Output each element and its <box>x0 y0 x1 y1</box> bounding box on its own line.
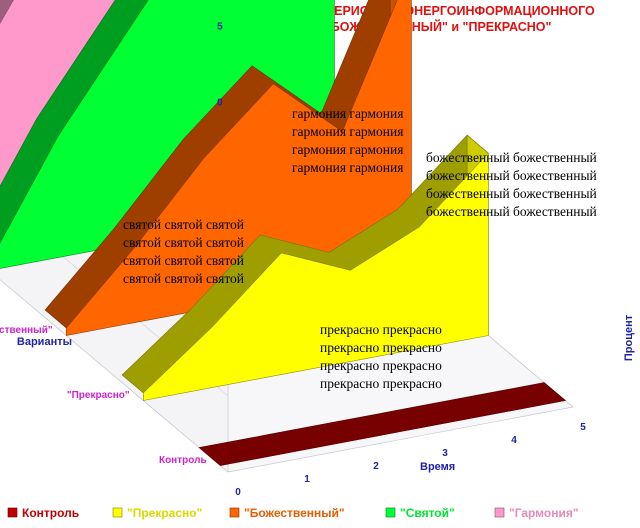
series-0 <box>198 382 566 466</box>
x-tick-label: 2 <box>373 461 379 472</box>
annotation-Гармония-line: гармония гармония <box>292 106 403 121</box>
annotation-Прекрасно-line: прекрасно прекрасно <box>320 322 442 337</box>
z-category-label: Контроль <box>159 455 207 466</box>
legend-label: "Святой" <box>400 506 455 520</box>
x-axis-title: Время <box>420 461 455 473</box>
annotation-Гармония-line: гармония гармония <box>292 160 403 175</box>
x-tick-label: 4 <box>511 435 517 446</box>
x-tick-label: 1 <box>304 474 310 485</box>
annotation-Святой-line: святой святой святой <box>123 217 244 232</box>
legend-swatch <box>112 507 123 518</box>
y-axis-title: Процент <box>623 314 635 361</box>
legend-item-Прекрасно: "Прекрасно" <box>112 506 202 520</box>
legend-item-Божественный: "Божественный" <box>229 506 345 520</box>
z-axis-title: Варианты <box>17 336 72 348</box>
annotation-Божественный-line: божественный божественный <box>426 204 597 219</box>
legend-swatch <box>7 507 18 518</box>
series-area-Контроль <box>220 400 566 466</box>
legend-label: Контроль <box>22 506 79 520</box>
x-tick-label: 3 <box>442 448 448 459</box>
chart-ticks: 0510152025012345Контроль"Прекрасно""Боже… <box>0 22 586 499</box>
annotation-Божественный-line: божественный божественный <box>426 168 597 183</box>
annotation-Гармония-line: гармония гармония <box>292 124 403 139</box>
x-tick-label: 5 <box>580 422 586 433</box>
y-tick-label: 0 <box>217 98 223 109</box>
y-tick-label: 5 <box>217 22 223 33</box>
annotation-Прекрасно-line: прекрасно прекрасно <box>320 376 442 391</box>
series-area-Прекрасно <box>143 152 489 401</box>
annotation-Святой-line: святой святой святой <box>123 235 244 250</box>
annotation-Прекрасно-line: прекрасно прекрасно <box>320 358 442 373</box>
z-category-label: "Прекрасно" <box>67 390 130 401</box>
legend-label: "Гармония" <box>509 506 579 520</box>
annotation-Гармония-line: гармония гармония <box>292 142 403 157</box>
legend-item-Святой: "Святой" <box>385 506 455 520</box>
annotation-Святой-line: святой святой святой <box>123 253 244 268</box>
legend-label: "Божественный" <box>244 506 345 520</box>
chart-legend: Контроль "Прекрасно" "Божественный" "Святой… <box>7 506 579 520</box>
series-ribbon-end <box>543 382 566 401</box>
annotation-Божественный-line: божественный божественный <box>426 186 597 201</box>
x-tick-label: 0 <box>235 487 241 498</box>
chart-axis-titles: Варианты Время Процент <box>17 314 635 473</box>
annotation-Божественный-line: божественный божественный <box>426 150 597 165</box>
legend-label: "Прекрасно" <box>127 506 202 520</box>
legend-swatch <box>229 507 240 518</box>
series-1 <box>121 134 489 401</box>
z-category-label: "Божественный" <box>0 325 53 336</box>
legend-item-Гармония: "Гармония" <box>494 506 579 520</box>
legend-swatch <box>494 507 505 518</box>
chart-annotations: прекрасно прекрасно прекрасно прекрасно пр… <box>123 106 597 391</box>
legend-swatch <box>385 507 396 518</box>
legend-item-Контроль: Контроль <box>7 506 79 520</box>
annotation-Святой-line: святой святой святой <box>123 271 244 286</box>
annotation-Прекрасно-line: прекрасно прекрасно <box>320 340 442 355</box>
chart-series-ribbons <box>0 0 566 466</box>
